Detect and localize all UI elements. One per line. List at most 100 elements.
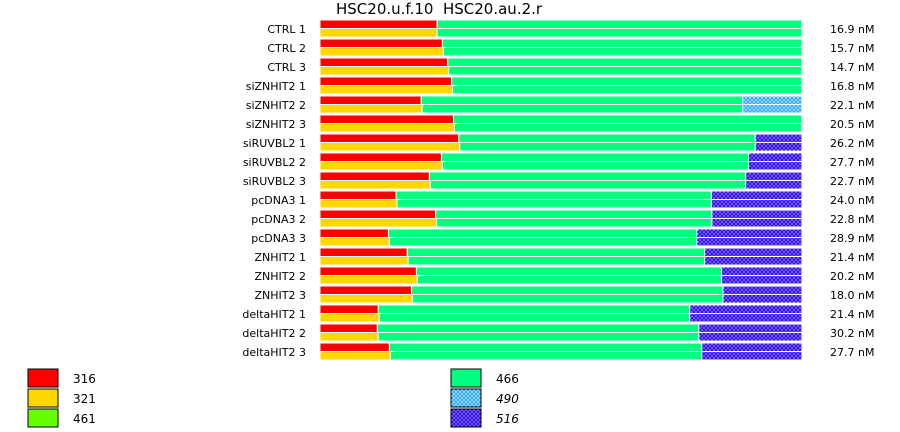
row-label: pcDNA3 2 <box>251 213 306 226</box>
bar-segment-466 <box>436 218 713 228</box>
row-label: siRUVBL2 2 <box>243 156 306 169</box>
concentration-label: 24.0 nM <box>830 194 874 207</box>
bar-segment-466 <box>440 152 749 162</box>
bar-segment-321 <box>319 47 444 57</box>
row-17: deltaHIT2 2 30.2 nM <box>242 323 874 342</box>
concentration-label: 14.7 nM <box>830 61 874 74</box>
bar-segment-466 <box>377 304 691 314</box>
bar-segment-316 <box>319 19 438 29</box>
legend-swatch-516 <box>450 408 482 428</box>
bar-segment-466 <box>459 142 756 152</box>
bar-segment-321 <box>319 161 443 171</box>
bar-segment-316 <box>319 323 378 333</box>
bar-segment-321 <box>319 275 418 285</box>
bar-segment-321 <box>319 237 390 247</box>
bar-segment-321 <box>319 313 380 323</box>
legend-swatch-461 <box>27 408 59 428</box>
legend-label: 461 <box>73 412 96 426</box>
bar-segment-466 <box>407 256 706 266</box>
bar-segment-466 <box>452 85 803 95</box>
bar-segment-516 <box>704 247 803 257</box>
bar-segment-466 <box>416 275 722 285</box>
bar-segment-321 <box>319 294 414 304</box>
bar-segment-316 <box>319 247 408 257</box>
bar-segment-316 <box>319 171 430 181</box>
row-label: siRUVBL2 3 <box>243 175 306 188</box>
row-label: CTRL 1 <box>267 23 306 36</box>
bar-segment-516 <box>696 237 803 247</box>
row-1: CTRL 1 16.9 nM <box>267 19 874 38</box>
row-12: pcDNA3 3 28.9 nM <box>251 228 874 247</box>
row-label: siZNHIT2 3 <box>246 118 306 131</box>
row-11: pcDNA3 2 22.8 nM <box>251 209 874 228</box>
row-label: CTRL 2 <box>267 42 306 55</box>
row-label: siRUVBL2 1 <box>243 137 306 150</box>
bar-segment-316 <box>319 57 449 67</box>
row-label: deltaHIT2 2 <box>242 327 306 340</box>
bar-segment-490 <box>742 104 803 114</box>
bar-segment-516 <box>745 171 803 181</box>
bar-segment-321 <box>319 180 431 190</box>
row-7: siRUVBL2 1 26.2 nM <box>243 133 874 152</box>
row-label: deltaHIT2 3 <box>242 346 306 359</box>
row-15: ZNHIT2 3 18.0 nM <box>255 285 874 304</box>
bar-segment-466 <box>436 19 803 29</box>
bar-segment-516 <box>748 161 803 171</box>
bar-segment-466 <box>389 351 703 361</box>
bar-segment-321 <box>319 256 409 266</box>
bar-segment-466 <box>415 266 723 276</box>
bar-segment-466 <box>429 180 747 190</box>
bar-segment-516 <box>721 275 803 285</box>
bar-segment-516 <box>701 351 803 361</box>
bar-segment-516 <box>711 218 803 228</box>
bar-segment-516 <box>701 342 803 352</box>
row-8: siRUVBL2 2 27.7 nM <box>243 152 874 171</box>
bar-segment-466 <box>396 199 712 209</box>
row-label: pcDNA3 3 <box>251 232 306 245</box>
row-10: pcDNA3 1 24.0 nM <box>251 190 874 209</box>
bar-segment-321 <box>319 199 398 209</box>
concentration-label: 22.7 nM <box>830 175 874 188</box>
bar-segment-316 <box>319 285 413 295</box>
bar-segment-316 <box>319 95 422 105</box>
legend-label: 516 <box>496 412 519 426</box>
row-label: pcDNA3 1 <box>251 194 306 207</box>
bar-segment-466 <box>435 209 713 219</box>
bar-segment-466 <box>441 161 749 171</box>
concentration-label: 21.4 nM <box>830 251 874 264</box>
row-6: siZNHIT2 3 20.5 nM <box>246 114 874 133</box>
row-13: ZNHIT2 1 21.4 nM <box>255 247 874 266</box>
row-3: CTRL 3 14.7 nM <box>267 57 874 76</box>
bar-segment-316 <box>319 76 453 86</box>
row-label: ZNHIT2 1 <box>255 251 307 264</box>
concentration-label: 20.5 nM <box>830 118 874 131</box>
bar-segment-316 <box>319 133 460 143</box>
legend-label: 490 <box>496 392 519 406</box>
concentration-label: 26.2 nM <box>830 137 874 150</box>
row-5: siZNHIT2 2 22.1 nM <box>246 95 874 114</box>
bar-segment-466 <box>412 294 724 304</box>
bar-segment-466 <box>453 114 803 124</box>
bar-segment-466 <box>388 342 703 352</box>
legend-label: 321 <box>73 392 96 406</box>
bar-segment-516 <box>722 294 803 304</box>
bar-segment-466 <box>448 66 803 76</box>
bar-segment-516 <box>689 313 803 323</box>
bar-segment-466 <box>387 228 698 238</box>
bar-segment-466 <box>406 247 706 257</box>
bar-segment-516 <box>721 266 803 276</box>
bar-segment-466 <box>378 313 691 323</box>
bar-segment-321 <box>319 218 438 228</box>
row-9: siRUVBL2 3 22.7 nM <box>243 171 874 190</box>
concentration-label: 20.2 nM <box>830 270 874 283</box>
bar-segment-466 <box>442 47 803 57</box>
concentration-label: 16.9 nM <box>830 23 874 36</box>
concentration-label: 27.7 nM <box>830 346 874 359</box>
bar-segment-321 <box>319 28 438 38</box>
bar-segment-321 <box>319 332 379 342</box>
bar-segment-466 <box>447 57 803 67</box>
legend-swatch-466 <box>450 368 482 388</box>
row-label: siZNHIT2 2 <box>246 99 306 112</box>
bar-segment-516 <box>754 142 803 152</box>
row-label: ZNHIT2 2 <box>255 270 307 283</box>
